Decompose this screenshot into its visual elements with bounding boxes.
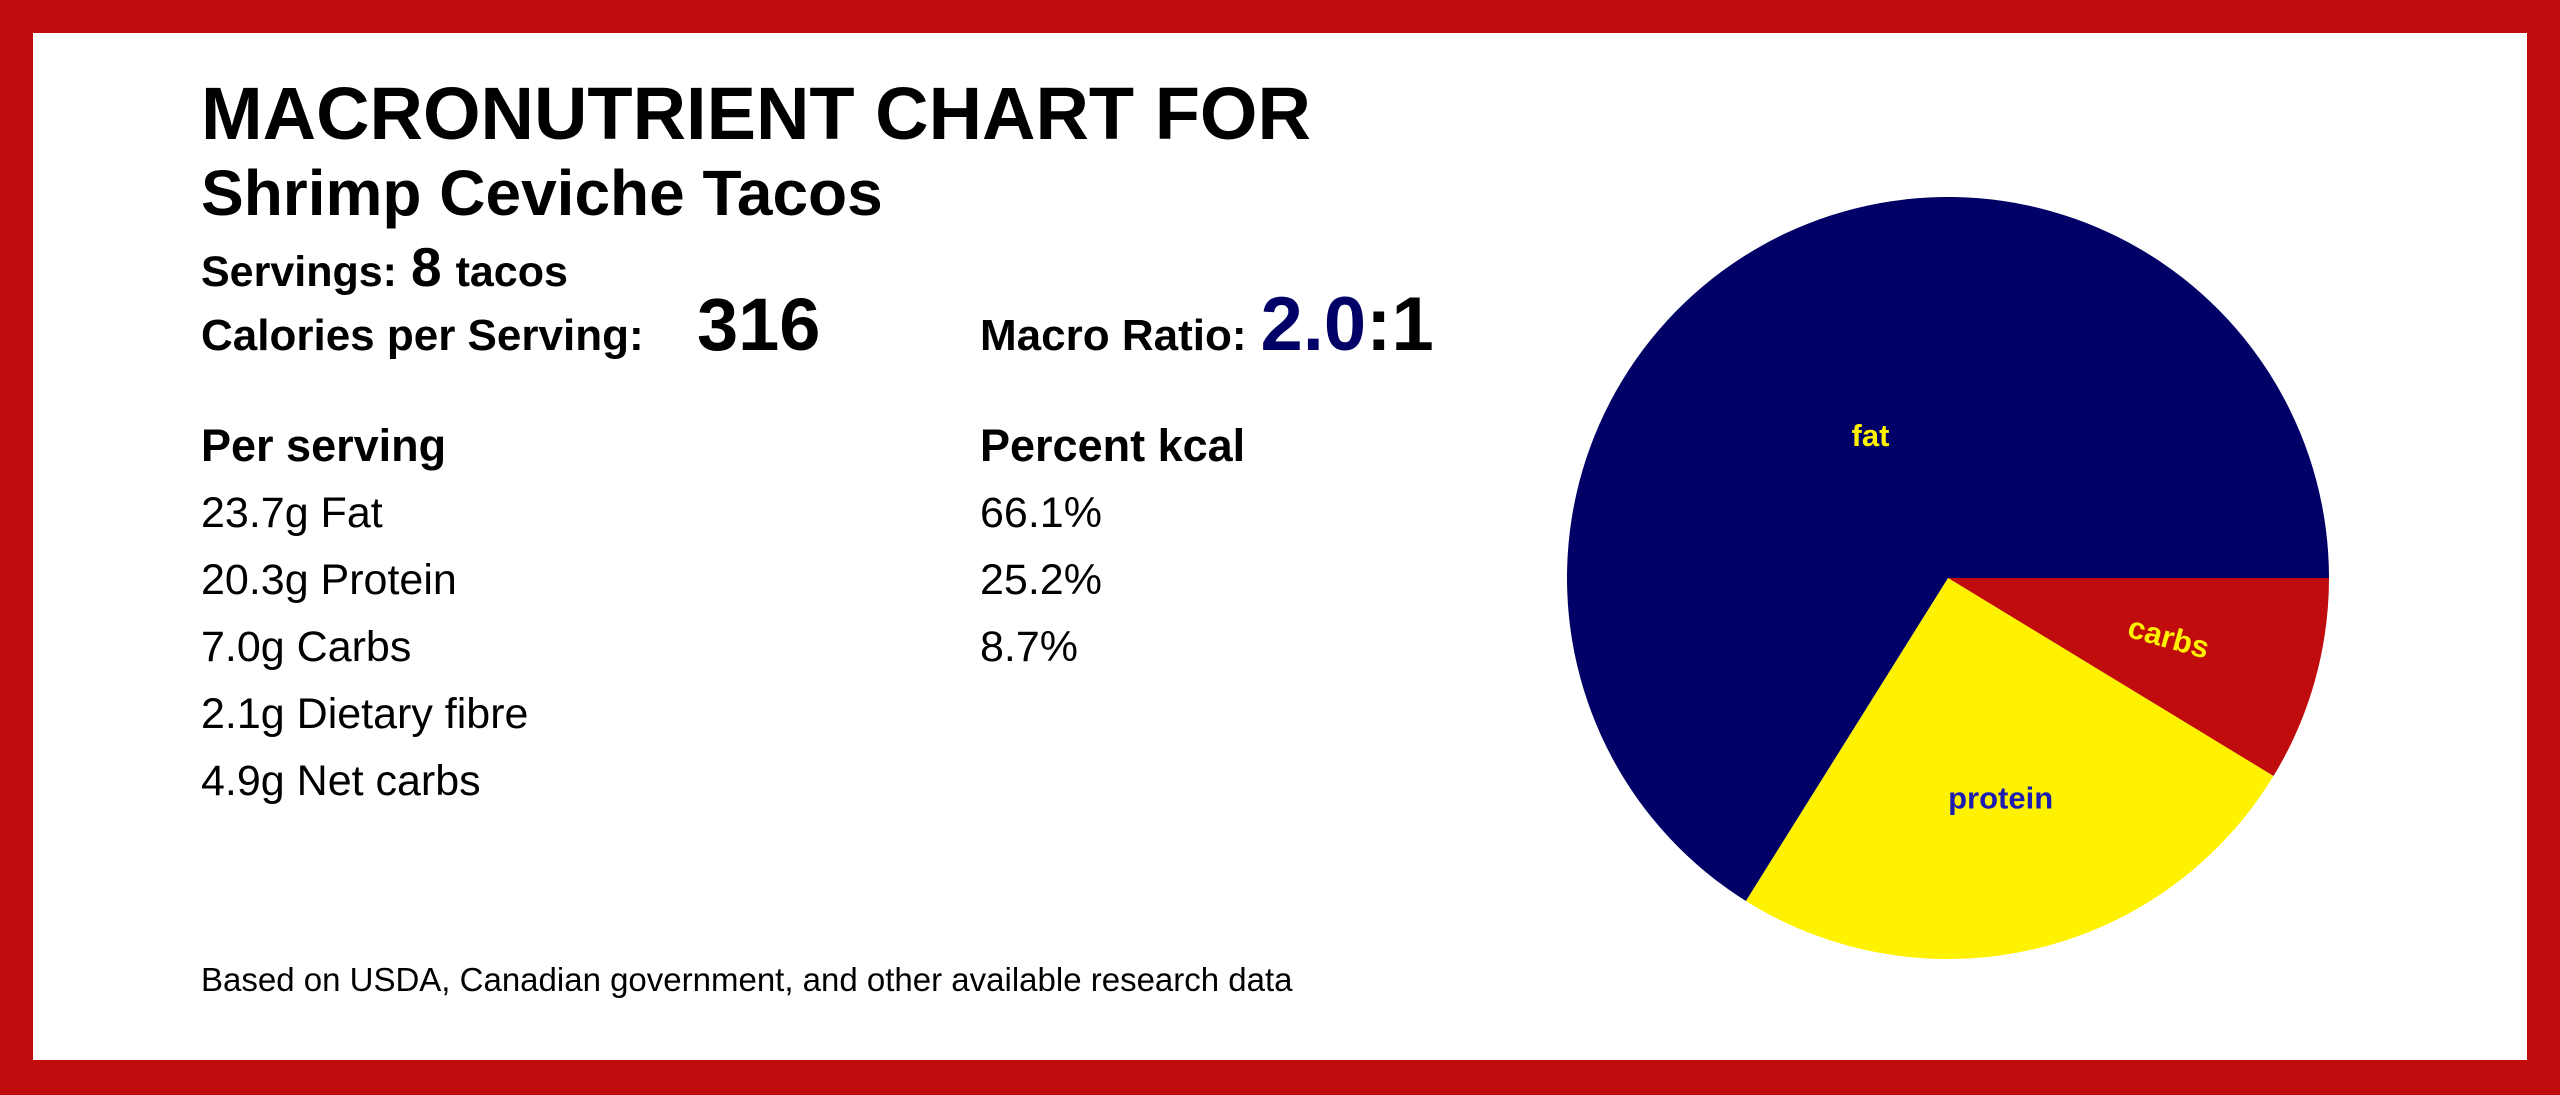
servings: Servings: 8 tacos: [201, 236, 568, 298]
per-serving-row: 4.9g Net carbs: [201, 757, 481, 805]
calories: 316: [697, 283, 820, 366]
servings-count: 8: [411, 236, 442, 298]
per-serving-row: 2.1g Dietary fibre: [201, 690, 528, 738]
footer: Based on USDA, Canadian government, and …: [201, 961, 1293, 998]
percent-kcal: 66.1%: [980, 489, 1102, 537]
percent-kcal: 25.2%: [980, 556, 1102, 604]
recipe-name: Shrimp Ceviche Tacos: [201, 157, 883, 229]
per-serving-row: 20.3g Protein: [201, 556, 457, 604]
macro-ratio: Macro Ratio: 2.0:1: [980, 282, 1434, 367]
servings-unit: tacos: [456, 248, 568, 296]
per-serving-row: 23.7g Fat: [201, 489, 383, 537]
percent-header: Percent kcal: [980, 420, 1245, 471]
slice-label: fat: [1852, 418, 1890, 453]
per-serving-row: 7.0g Carbs: [201, 623, 411, 671]
calories-label: Calories per Serving:: [201, 311, 644, 360]
slice-label: protein: [1948, 781, 2053, 816]
title: MACRONUTRIENT CHART FOR: [201, 72, 1311, 155]
servings-label: Servings:: [201, 248, 397, 296]
pie-slice: [1948, 578, 2329, 777]
ratio-label: Macro Ratio:: [980, 311, 1246, 360]
percent-kcal: 8.7%: [980, 623, 1078, 671]
pie-slice: [1566, 196, 2329, 901]
ratio-value: 2.0: [1260, 282, 1366, 367]
pie-slice: [1745, 578, 2274, 959]
per-serving-header: Per serving: [201, 420, 446, 471]
ratio-suffix: :1: [1366, 282, 1434, 367]
